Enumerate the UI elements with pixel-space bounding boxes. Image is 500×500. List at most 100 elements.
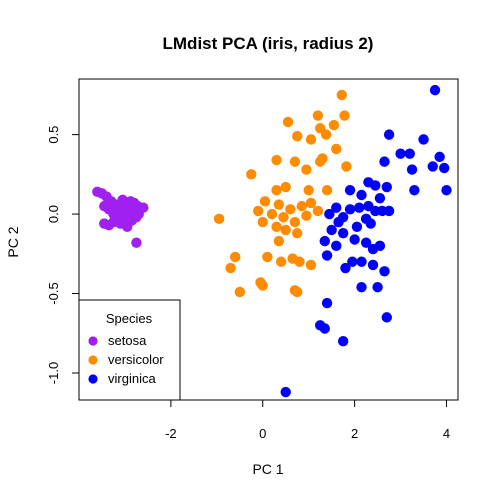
point-virginica bbox=[333, 216, 344, 228]
point-versicolor bbox=[280, 181, 291, 193]
point-virginica bbox=[367, 243, 379, 255]
legend-box bbox=[78, 299, 181, 401]
point-versicolor bbox=[312, 205, 324, 217]
legend: Species setosa versicolor virginica bbox=[78, 299, 181, 401]
point-versicolor bbox=[273, 235, 285, 247]
point-versicolor bbox=[294, 256, 305, 267]
y-axis-ticks: -1.0 -0.5 0.0 0.5 bbox=[46, 126, 79, 384]
y-tick-label: -1.0 bbox=[46, 362, 61, 384]
legend-marker-setosa bbox=[88, 336, 98, 346]
point-virginica bbox=[383, 129, 395, 140]
point-virginica bbox=[331, 240, 342, 252]
point-versicolor bbox=[305, 197, 317, 209]
point-versicolor bbox=[292, 227, 303, 239]
x-tick-label: 4 bbox=[443, 426, 450, 441]
point-versicolor bbox=[321, 185, 333, 196]
point-versicolor bbox=[278, 212, 289, 223]
point-virginica bbox=[372, 281, 383, 293]
point-versicolor bbox=[292, 131, 303, 142]
x-tick-label: -2 bbox=[165, 426, 177, 441]
point-virginica bbox=[321, 297, 333, 309]
point-setosa bbox=[99, 218, 110, 229]
point-virginica bbox=[337, 227, 349, 239]
point-virginica bbox=[280, 386, 291, 398]
point-virginica bbox=[383, 205, 395, 217]
point-virginica bbox=[319, 235, 330, 247]
point-versicolor bbox=[320, 129, 332, 140]
point-versicolor bbox=[301, 210, 312, 221]
point-setosa bbox=[138, 202, 149, 213]
point-versicolor bbox=[305, 134, 317, 145]
legend-marker-virginica bbox=[88, 374, 98, 384]
x-tick-label: 0 bbox=[259, 426, 266, 441]
point-versicolor bbox=[257, 280, 268, 291]
point-virginica bbox=[367, 259, 379, 271]
point-virginica bbox=[337, 336, 349, 347]
point-versicolor bbox=[271, 185, 282, 196]
point-virginica bbox=[356, 281, 367, 293]
point-setosa bbox=[131, 237, 142, 248]
point-virginica bbox=[356, 189, 367, 201]
point-versicolor bbox=[336, 89, 347, 101]
point-virginica bbox=[347, 256, 358, 267]
point-versicolor bbox=[262, 251, 273, 263]
point-virginica bbox=[379, 156, 390, 167]
point-virginica bbox=[349, 234, 360, 245]
point-versicolor bbox=[259, 196, 271, 207]
legend-marker-versicolor bbox=[88, 355, 98, 365]
point-virginica bbox=[418, 134, 429, 145]
point-versicolor bbox=[282, 116, 294, 128]
point-versicolor bbox=[296, 200, 308, 212]
x-tick-label: 2 bbox=[351, 426, 358, 441]
y-tick-label: -0.5 bbox=[46, 282, 61, 304]
point-virginica bbox=[406, 164, 418, 175]
y-tick-label: 0.5 bbox=[46, 126, 61, 144]
points-layer bbox=[92, 84, 452, 398]
point-virginica bbox=[351, 221, 363, 232]
point-virginica bbox=[381, 181, 392, 193]
point-versicolor bbox=[271, 154, 282, 166]
point-versicolor bbox=[341, 161, 352, 172]
point-virginica bbox=[340, 262, 351, 274]
point-versicolor bbox=[234, 286, 245, 298]
point-virginica bbox=[354, 202, 365, 213]
legend-label-virginica: virginica bbox=[108, 371, 156, 386]
point-versicolor bbox=[257, 216, 268, 228]
point-versicolor bbox=[303, 185, 314, 196]
point-versicolor bbox=[312, 110, 324, 121]
point-virginica bbox=[427, 161, 438, 172]
point-virginica bbox=[356, 256, 367, 267]
x-axis-label: PC 1 bbox=[252, 461, 283, 477]
point-virginica bbox=[321, 250, 333, 261]
point-versicolor bbox=[331, 143, 342, 155]
point-virginica bbox=[374, 192, 386, 204]
point-virginica bbox=[319, 323, 330, 334]
legend-label-setosa: setosa bbox=[108, 333, 147, 348]
point-virginica bbox=[360, 237, 372, 248]
point-versicolor bbox=[266, 208, 278, 220]
point-virginica bbox=[395, 148, 406, 159]
point-virginica bbox=[326, 224, 337, 236]
point-virginica bbox=[331, 202, 342, 213]
point-setosa bbox=[122, 221, 133, 232]
point-versicolor bbox=[229, 251, 241, 263]
point-versicolor bbox=[275, 256, 287, 267]
point-versicolor bbox=[273, 199, 285, 210]
point-versicolor bbox=[285, 204, 296, 215]
point-virginica bbox=[379, 266, 390, 277]
point-versicolor bbox=[289, 156, 301, 167]
point-versicolor bbox=[246, 169, 257, 180]
point-virginica bbox=[344, 185, 356, 196]
point-versicolor bbox=[225, 262, 236, 274]
plot-frame bbox=[78, 78, 459, 401]
point-versicolor bbox=[252, 205, 264, 217]
point-virginica bbox=[404, 148, 415, 159]
point-versicolor bbox=[339, 110, 350, 121]
point-virginica bbox=[429, 84, 441, 96]
point-versicolor bbox=[292, 286, 303, 298]
point-versicolor bbox=[317, 153, 328, 164]
point-versicolor bbox=[305, 259, 317, 271]
point-virginica bbox=[324, 208, 335, 220]
